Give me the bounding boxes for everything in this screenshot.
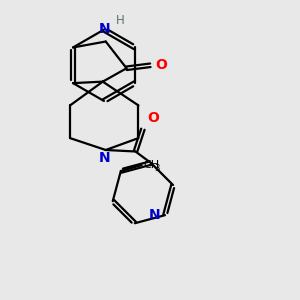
Text: O: O [155, 58, 167, 72]
Text: O: O [147, 111, 159, 125]
Text: 3: 3 [154, 164, 160, 173]
Text: N: N [98, 152, 110, 166]
Text: N: N [98, 22, 110, 36]
Text: H: H [116, 14, 125, 27]
Text: N: N [149, 208, 161, 222]
Text: CH: CH [143, 160, 159, 170]
